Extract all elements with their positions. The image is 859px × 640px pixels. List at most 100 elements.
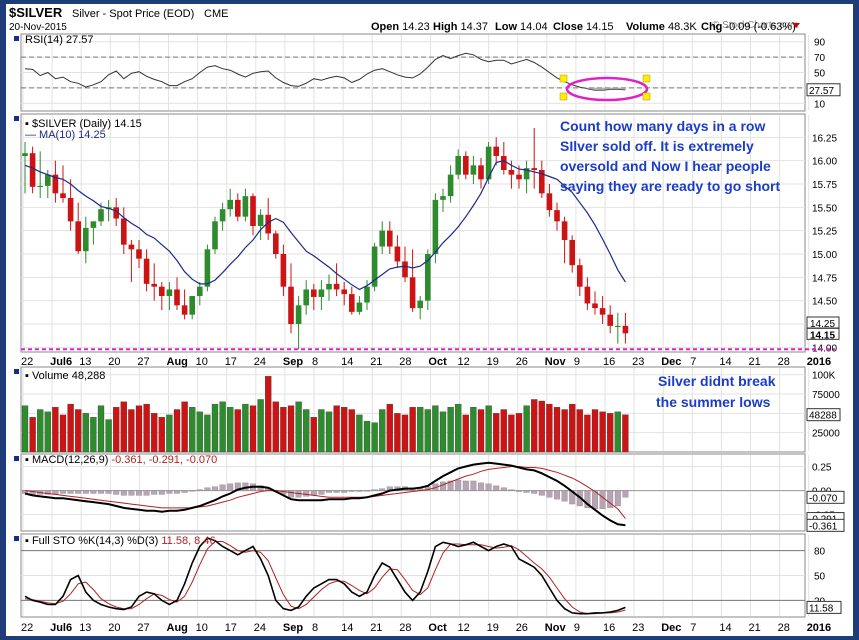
volume-bar	[52, 407, 59, 453]
ohlc-chg: Chg -0.09 (-0.63%)	[701, 21, 796, 33]
candle	[447, 174, 454, 197]
candle	[485, 146, 492, 180]
macd-histogram-bar	[318, 490, 325, 495]
price-tick-label: 15.50	[812, 203, 837, 214]
macd-histogram-bar	[614, 490, 621, 507]
candle	[295, 305, 302, 324]
volume-bar	[158, 417, 165, 453]
candle	[463, 156, 469, 175]
x-tick-label: 23	[632, 622, 644, 634]
volume-bar	[439, 411, 447, 453]
volume-bar	[493, 413, 500, 453]
volume-bar	[591, 409, 599, 453]
panel-marker-icon	[14, 36, 19, 41]
candle	[379, 230, 385, 247]
volume-bar	[219, 401, 226, 453]
candle	[29, 153, 36, 187]
candle	[37, 185, 43, 188]
ma-legend: — MA(10) 14.25	[25, 129, 106, 141]
volume-bar	[538, 400, 545, 453]
x-tick-label: 12	[458, 356, 470, 368]
volume-bar	[531, 399, 538, 453]
macd-histogram-bar	[516, 490, 522, 492]
candle	[83, 227, 89, 252]
macd-histogram-bar	[485, 483, 492, 491]
selection-handle[interactable]	[559, 92, 568, 101]
volume-bar	[462, 414, 469, 453]
macd-histogram-bar	[22, 490, 28, 494]
macd-histogram-bar	[599, 490, 606, 510]
candle	[227, 199, 233, 210]
candle	[22, 153, 28, 156]
candle	[584, 286, 591, 304]
macd-histogram-bar	[531, 490, 538, 494]
volume-bar	[227, 407, 234, 453]
volume-bar	[477, 409, 485, 453]
volume-bar	[356, 414, 363, 453]
candle	[121, 218, 127, 245]
sto-tick-label: 50	[814, 572, 826, 583]
volume-panel: 100K750005000025000▪ Volume 48,28848288S…	[21, 370, 841, 453]
candle	[546, 193, 553, 211]
macd-histogram-bar	[493, 485, 500, 491]
macd-histogram-bar	[554, 490, 560, 500]
candle	[569, 240, 575, 266]
selection-handle[interactable]	[642, 74, 651, 83]
panel-marker-icon	[14, 116, 19, 121]
volume-bar	[135, 405, 143, 453]
x-tick-label: 17	[225, 356, 237, 368]
volume-bar	[325, 411, 333, 453]
x-tick-label: 26	[516, 622, 528, 634]
macd-panel: 0.250.00-0.25▪ MACD(12,26,9) -0.361, -0.…	[21, 454, 845, 532]
macd-histogram-bar	[166, 490, 173, 494]
candle	[554, 210, 560, 222]
volume-bar	[21, 405, 29, 453]
macd-histogram-bar	[348, 490, 355, 492]
volume-title: ▪ Volume 48,288	[25, 370, 105, 382]
candle	[432, 199, 439, 254]
macd-histogram-bar	[128, 490, 135, 496]
macd-histogram-bar	[607, 490, 614, 509]
candle	[615, 325, 621, 328]
volume-bar	[44, 411, 51, 453]
volume-bar	[341, 407, 348, 453]
candle	[288, 286, 294, 324]
macd-histogram-bar	[227, 483, 234, 491]
sto-panel: 805020▪ Full STO %K(14,3) %D(3) 11.58, 8…	[21, 535, 842, 615]
selection-handle[interactable]	[642, 92, 651, 101]
panel-marker-icon	[14, 536, 19, 541]
panel-marker-icon	[14, 456, 19, 461]
macd-histogram-bar	[219, 484, 226, 491]
macd-histogram-bar	[622, 490, 629, 498]
x-tick-label: 2016	[807, 356, 831, 368]
candle	[311, 289, 317, 297]
price-panel-frame	[20, 113, 806, 353]
ohlc-low: Low 14.04	[495, 21, 548, 33]
x-tick-label: 14	[719, 356, 731, 368]
volume-tick-label: 75000	[812, 390, 840, 401]
macd-histogram-bar	[143, 490, 150, 496]
macd-histogram-bar	[462, 480, 469, 491]
candle	[417, 300, 423, 309]
rsi-last-box	[806, 83, 841, 97]
macd-histogram-bar	[508, 489, 515, 491]
volume-bar	[242, 403, 249, 453]
x-tick-label: 16	[603, 356, 615, 368]
rsi-title: RSI(14) 27.57	[25, 34, 94, 46]
selection-handle[interactable]	[559, 74, 568, 83]
volume-bar	[485, 405, 492, 453]
x-tick-label: 9	[574, 356, 580, 368]
price-panel: 16.25 16.00 15.75 15.50 15.25 15.00 14.75 14.50…	[21, 118, 840, 354]
price-tick-label: 15.75	[812, 180, 837, 191]
x-tick-label: Sep	[283, 356, 303, 368]
x-tick-label: 23	[632, 356, 644, 368]
volume-bar	[120, 401, 127, 453]
exchange-label: CME	[204, 8, 228, 20]
candle	[136, 249, 142, 259]
x-tick-label: 14	[719, 622, 731, 634]
candle	[440, 196, 446, 200]
ohlc-close: Close 14.15	[553, 21, 614, 33]
volume-bar	[500, 409, 507, 453]
x-tick-label: 17	[225, 622, 237, 634]
candle	[197, 286, 203, 296]
